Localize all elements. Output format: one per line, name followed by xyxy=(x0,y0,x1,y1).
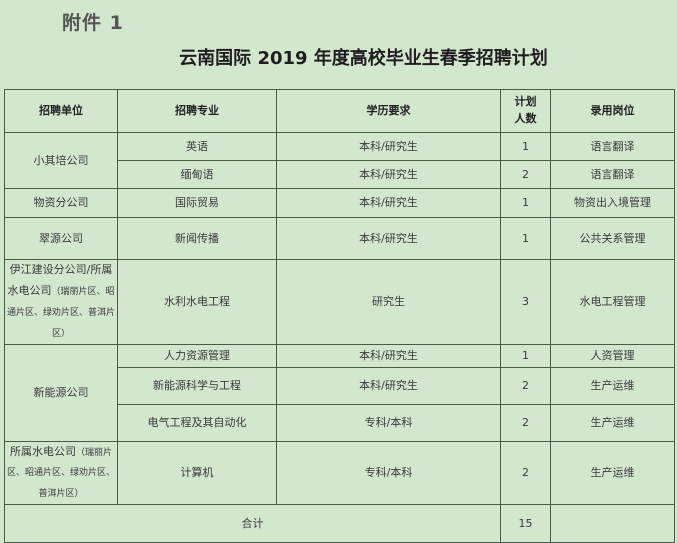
education-cell: 本科/研究生 xyxy=(276,188,501,218)
unit-main: 伊江建设分公司/所属水电公司 xyxy=(7,263,113,297)
attachment-label: 附件 1 xyxy=(62,12,124,34)
education-cell: 本科/研究生 xyxy=(276,366,501,405)
count-cell: 2 xyxy=(500,160,551,189)
table-row: 伊江建设分公司/所属水电公司（瑞丽片区、昭通片区、绿劝片区、普洱片区） 水利水电… xyxy=(4,259,675,345)
education-cell: 研究生 xyxy=(276,259,501,345)
header-count: 计划人数 xyxy=(500,89,551,133)
table-row: 翠源公司 新闻传播 本科/研究生 1 公共关系管理 xyxy=(4,217,675,260)
table-row: 物资分公司 国际贸易 本科/研究生 1 物资出入境管理 xyxy=(4,188,675,218)
major-cell: 水利水电工程 xyxy=(117,259,277,345)
post-cell: 水电工程管理 xyxy=(550,259,675,345)
major-cell: 新能源科学与工程 xyxy=(117,366,277,405)
education-cell: 专科/本科 xyxy=(276,403,501,442)
header-count-label: 计划人数 xyxy=(514,95,537,125)
page-title: 云南国际 2019 年度高校毕业生春季招聘计划 xyxy=(179,48,548,69)
major-cell: 新闻传播 xyxy=(117,217,277,260)
count-cell: 1 xyxy=(500,343,551,368)
total-label: 合计 xyxy=(4,504,501,543)
header-row: 招聘单位 招聘专业 学历要求 计划人数 录用岗位 xyxy=(4,89,675,133)
unit-cell: 所属水电公司（瑞丽片区、昭通片区、绿劝片区、普洱片区） xyxy=(4,440,118,506)
header-major: 招聘专业 xyxy=(117,89,277,133)
major-cell: 人力资源管理 xyxy=(117,343,277,368)
post-cell: 物资出入境管理 xyxy=(550,188,675,218)
major-cell: 电气工程及其自动化 xyxy=(117,403,277,442)
count-cell: 1 xyxy=(500,217,551,260)
count-cell: 2 xyxy=(500,403,551,442)
table-row: 电气工程及其自动化 专科/本科 2 生产运维 xyxy=(5,403,675,442)
total-empty-cell xyxy=(550,504,675,543)
post-cell: 生产运维 xyxy=(550,440,675,506)
count-cell: 3 xyxy=(500,259,551,345)
education-cell: 本科/研究生 xyxy=(276,217,501,260)
education-cell: 本科/研究生 xyxy=(276,160,501,189)
total-count: 15 xyxy=(500,504,551,543)
unit-cell: 小其培公司 xyxy=(4,132,118,189)
post-cell: 生产运维 xyxy=(550,403,675,442)
count-cell: 2 xyxy=(500,440,551,506)
unit-cell: 伊江建设分公司/所属水电公司（瑞丽片区、昭通片区、绿劝片区、普洱片区） xyxy=(4,259,118,345)
unit-note: （瑞丽片区、昭通片区、绿劝片区、普洱片区） xyxy=(7,286,116,339)
table-row: 所属水电公司（瑞丽片区、昭通片区、绿劝片区、普洱片区） 计算机 专科/本科 2 … xyxy=(4,440,675,506)
table-row: 小其培公司 英语 本科/研究生 1 语言翻译 xyxy=(4,132,675,189)
count-cell: 2 xyxy=(500,366,551,405)
header-post: 录用岗位 xyxy=(550,89,675,133)
unit-cell: 翠源公司 xyxy=(4,217,118,260)
count-cell: 1 xyxy=(500,132,551,161)
total-row: 合计 15 xyxy=(4,504,675,543)
header-education: 学历要求 xyxy=(276,89,501,133)
post-cell: 人资管理 xyxy=(550,343,675,368)
post-cell: 生产运维 xyxy=(550,366,675,405)
recruitment-table: 招聘单位 招聘专业 学历要求 计划人数 录用岗位 小其培公司 英语 本科/研究生… xyxy=(4,89,675,543)
unit-note: （瑞丽片区、昭通片区、绿劝片区、普洱片区） xyxy=(7,447,116,500)
count-cell: 1 xyxy=(500,188,551,218)
post-cell: 公共关系管理 xyxy=(550,217,675,260)
major-cell: 缅甸语 xyxy=(117,160,277,189)
unit-main: 所属水电公司 xyxy=(9,444,76,458)
education-cell: 专科/本科 xyxy=(276,440,501,506)
unit-cell: 新能源公司 xyxy=(4,343,118,442)
post-cell: 语言翻译 xyxy=(550,132,675,161)
table-row: 新能源科学与工程 本科/研究生 2 生产运维 xyxy=(5,366,675,405)
education-cell: 本科/研究生 xyxy=(276,343,501,368)
header-unit: 招聘单位 xyxy=(4,89,118,133)
major-cell: 计算机 xyxy=(117,440,277,506)
major-cell: 英语 xyxy=(117,132,277,161)
post-cell: 语言翻译 xyxy=(550,160,675,189)
major-cell: 国际贸易 xyxy=(117,188,277,218)
education-cell: 本科/研究生 xyxy=(276,132,501,161)
unit-cell: 物资分公司 xyxy=(4,188,118,218)
table-row: 新能源公司 人力资源管理 本科/研究生 1 人资管理 xyxy=(4,343,675,442)
